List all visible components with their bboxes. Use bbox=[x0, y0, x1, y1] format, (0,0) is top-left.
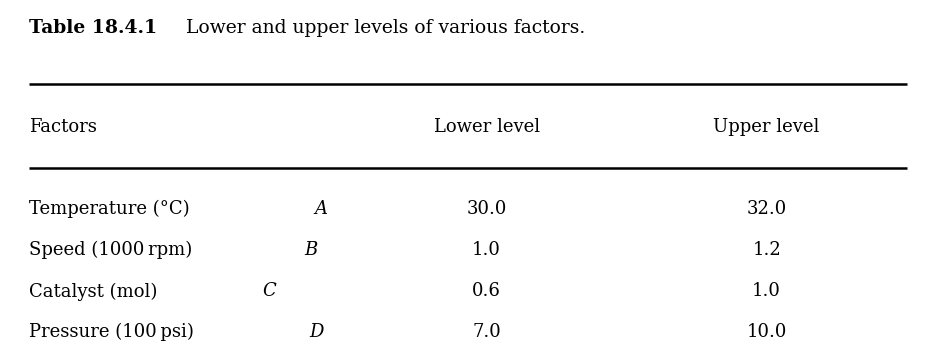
Text: 0.6: 0.6 bbox=[473, 282, 501, 300]
Text: B: B bbox=[305, 241, 318, 259]
Text: Lower and upper levels of various factors.: Lower and upper levels of various factor… bbox=[174, 19, 585, 37]
Text: 10.0: 10.0 bbox=[746, 322, 787, 340]
Text: Lower level: Lower level bbox=[433, 118, 540, 136]
Text: A: A bbox=[314, 200, 327, 218]
Text: Pressure (100 psi): Pressure (100 psi) bbox=[29, 322, 197, 341]
Text: 32.0: 32.0 bbox=[747, 200, 787, 218]
Text: Factors: Factors bbox=[29, 118, 97, 136]
Text: Temperature (°C): Temperature (°C) bbox=[29, 200, 194, 218]
Text: Speed (1000 rpm): Speed (1000 rpm) bbox=[29, 241, 197, 260]
Text: Catalyst (mol): Catalyst (mol) bbox=[29, 282, 161, 301]
Text: D: D bbox=[310, 322, 324, 340]
Text: 1.0: 1.0 bbox=[753, 282, 781, 300]
Text: Table 18.4.1: Table 18.4.1 bbox=[29, 19, 157, 37]
Text: 1.0: 1.0 bbox=[473, 241, 501, 259]
Text: 7.0: 7.0 bbox=[473, 322, 501, 340]
Text: C: C bbox=[263, 282, 276, 300]
Text: 1.2: 1.2 bbox=[753, 241, 781, 259]
Text: 30.0: 30.0 bbox=[466, 200, 507, 218]
Text: Upper level: Upper level bbox=[713, 118, 820, 136]
